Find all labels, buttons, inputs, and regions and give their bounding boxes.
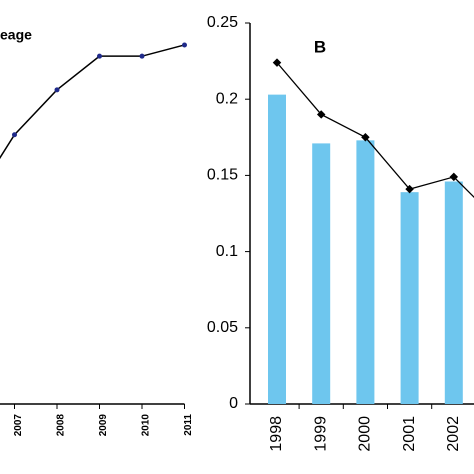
point	[405, 184, 414, 194]
point	[54, 87, 60, 93]
point	[182, 42, 187, 48]
x-tick-label: 1998	[268, 416, 285, 452]
x-tick-label: 2007	[13, 414, 24, 437]
y-tick-label: 0.2	[216, 90, 238, 107]
line	[276, 62, 474, 199]
y-tick-label: 0.25	[207, 14, 238, 31]
point	[316, 110, 326, 119]
point	[97, 53, 102, 59]
x-tick-label: 2011	[183, 414, 194, 436]
bar	[268, 94, 286, 405]
x-tick-label: 2010	[141, 414, 152, 437]
y-tick-label: 0.1	[216, 243, 238, 260]
x-tick-label: 2009	[98, 414, 109, 437]
x-tick-label: 2001	[401, 416, 418, 452]
y-tick-label: 0.15	[207, 167, 238, 184]
bar	[356, 140, 375, 404]
point	[272, 58, 282, 67]
bar	[312, 143, 331, 404]
bar	[444, 181, 463, 404]
point	[449, 172, 459, 182]
bar	[400, 192, 419, 404]
point	[139, 53, 145, 59]
y-tick-label: 0	[229, 395, 238, 412]
x-tick-label: 2002	[445, 416, 462, 452]
x-tick-label: 1999	[312, 416, 329, 452]
point	[361, 133, 370, 142]
line	[0, 44, 185, 160]
x-tick-label: 2000	[357, 416, 374, 452]
x-tick-label: 2008	[56, 414, 67, 437]
chart-title: B	[314, 37, 326, 56]
y-tick-label: 0.05	[207, 319, 238, 336]
chart-title: eage	[0, 27, 32, 43]
point	[12, 132, 17, 138]
